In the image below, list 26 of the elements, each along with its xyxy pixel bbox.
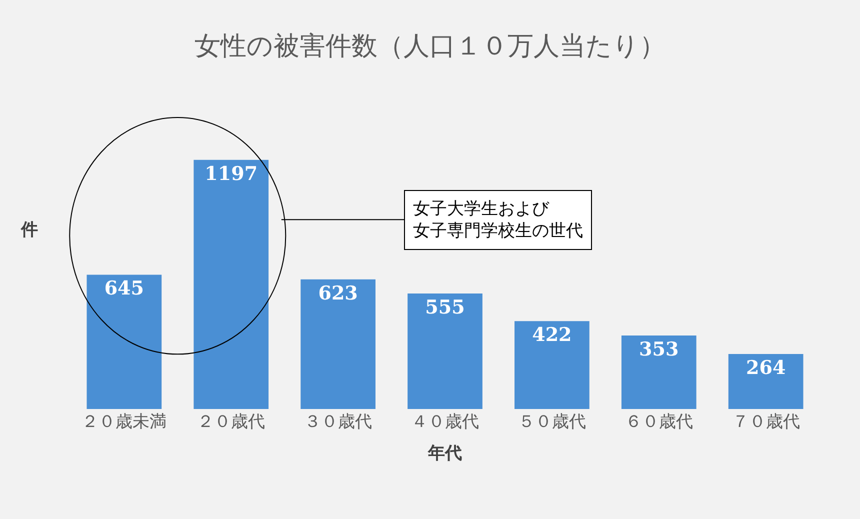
data-label: 353 — [639, 338, 679, 361]
bar — [86, 274, 162, 409]
x-tick-label: ４０歳代 — [411, 412, 479, 432]
bar — [514, 321, 590, 409]
y-axis-title: 件 — [20, 220, 38, 240]
bar — [408, 293, 482, 409]
bar — [621, 336, 696, 409]
data-label: 264 — [746, 357, 786, 380]
x-tick-label: ２０歳未満 — [82, 412, 167, 432]
chart-title: 女性の被害件数（人口１０万人当たり） — [194, 32, 666, 62]
x-tick-label: ２０歳代 — [197, 412, 266, 432]
data-label: 1197 — [204, 162, 258, 185]
data-label: 555 — [425, 296, 465, 318]
annotation: 女子大学生および — [413, 199, 550, 219]
annotation: 女子専門学校生の世代 — [413, 221, 583, 242]
x-tick-label: ７０歳代 — [732, 412, 800, 432]
x-tick-label: ５０歳代 — [518, 412, 586, 432]
data-label: 645 — [104, 278, 144, 300]
x-tick-label: ３０歳代 — [304, 412, 372, 432]
x-tick-label: ６０歳代 — [624, 412, 693, 432]
data-label: 623 — [318, 282, 358, 304]
data-label: 422 — [532, 324, 572, 346]
bar — [300, 279, 376, 409]
bar — [728, 354, 804, 409]
bar — [194, 160, 269, 409]
x-axis-title: 年代 — [427, 443, 462, 464]
